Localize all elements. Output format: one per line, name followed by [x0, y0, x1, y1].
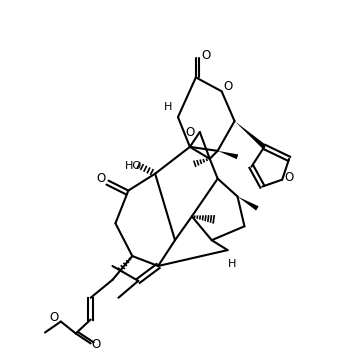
Polygon shape: [218, 151, 238, 159]
Text: O: O: [201, 49, 211, 62]
Text: O: O: [185, 126, 195, 139]
Polygon shape: [238, 196, 259, 210]
Text: H: H: [228, 259, 237, 269]
Text: O: O: [49, 311, 58, 324]
Text: O: O: [223, 80, 232, 93]
Text: O: O: [91, 338, 100, 351]
Polygon shape: [235, 121, 266, 149]
Text: HO: HO: [125, 161, 142, 171]
Text: O: O: [96, 172, 105, 185]
Text: H: H: [164, 102, 172, 112]
Text: O: O: [285, 171, 294, 184]
